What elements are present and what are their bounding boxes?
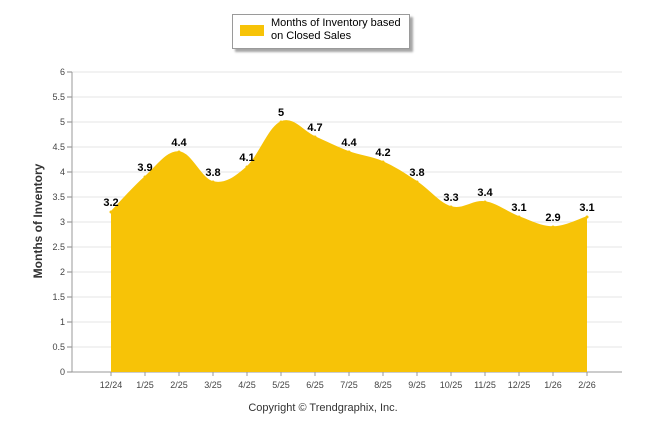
data-point (211, 180, 215, 184)
y-tick-label: 1 (60, 317, 65, 327)
y-tick-label: 2 (60, 267, 65, 277)
data-point (517, 215, 521, 219)
data-label: 3.9 (137, 162, 152, 174)
data-label: 3.8 (205, 167, 220, 179)
data-point (585, 215, 589, 219)
data-label: 3.8 (409, 167, 424, 179)
data-label: 4.1 (239, 152, 254, 164)
legend-swatch (240, 25, 264, 36)
data-point (551, 225, 555, 229)
x-tick-label: 8/25 (374, 380, 392, 390)
data-point (313, 135, 317, 139)
data-point (483, 200, 487, 204)
data-point (143, 175, 147, 179)
data-point (109, 210, 113, 214)
data-point (245, 165, 249, 169)
series-layer (109, 120, 589, 372)
data-label: 5 (278, 107, 284, 119)
data-label: 3.3 (443, 192, 458, 204)
legend: Months of Inventory based on Closed Sale… (232, 14, 410, 49)
data-label: 2.9 (545, 212, 560, 224)
data-point (381, 160, 385, 164)
x-tick-label: 12/25 (508, 380, 531, 390)
x-tick-label: 1/25 (136, 380, 154, 390)
data-label: 3.1 (579, 202, 594, 214)
y-tick-label: 5.5 (52, 92, 65, 102)
data-point (177, 150, 181, 154)
legend-label: Months of Inventory based on Closed Sale… (271, 17, 401, 42)
data-point (347, 150, 351, 154)
data-point (449, 205, 453, 209)
y-tick-label: 2.5 (52, 242, 65, 252)
data-label: 4.7 (307, 122, 322, 134)
y-tick-label: 6 (60, 67, 65, 77)
x-tick-label: 11/25 (474, 380, 496, 390)
x-tick-label: 3/25 (204, 380, 222, 390)
y-tick-label: 4.5 (52, 142, 65, 152)
data-label: 4.2 (375, 147, 390, 159)
y-axis-title: Months of Inventory (31, 163, 45, 279)
x-tick-label: 6/25 (306, 380, 324, 390)
data-point (279, 120, 283, 124)
x-tick-label: 5/25 (272, 380, 290, 390)
y-tick-label: 4 (60, 167, 65, 177)
x-tick-label: 9/25 (408, 380, 426, 390)
x-tick-label: 1/26 (544, 380, 562, 390)
data-labels: 3.2 3.9 4.4 3.8 4.1 5 4.7 4.4 4.2 3.8 3.3 3.4 3.1 2.9… (103, 107, 594, 224)
data-label: 3.4 (477, 187, 493, 199)
data-label: 3.2 (103, 197, 118, 209)
area-series (111, 120, 587, 372)
y-tick-label: 3.5 (52, 192, 65, 202)
x-tick-label: 7/25 (340, 380, 358, 390)
y-tick-label: 3 (60, 217, 65, 227)
x-tick-label: 2/25 (170, 380, 188, 390)
y-tick-label: 5 (60, 117, 65, 127)
y-tick-label: 0 (60, 367, 65, 377)
x-tick-label: 10/25 (440, 380, 463, 390)
data-label: 4.4 (341, 137, 357, 149)
copyright-footer: Copyright © Trendgraphix, Inc. (248, 402, 398, 414)
data-point (415, 180, 419, 184)
x-tick-label: 4/25 (238, 380, 256, 390)
data-label: 4.4 (171, 137, 187, 149)
x-tick-label: 12/24 (100, 380, 123, 390)
y-tick-label: 0.5 (52, 342, 65, 352)
data-label: 3.1 (511, 202, 526, 214)
x-tick-label: 2/26 (578, 380, 596, 390)
y-tick-label: 1.5 (52, 292, 65, 302)
